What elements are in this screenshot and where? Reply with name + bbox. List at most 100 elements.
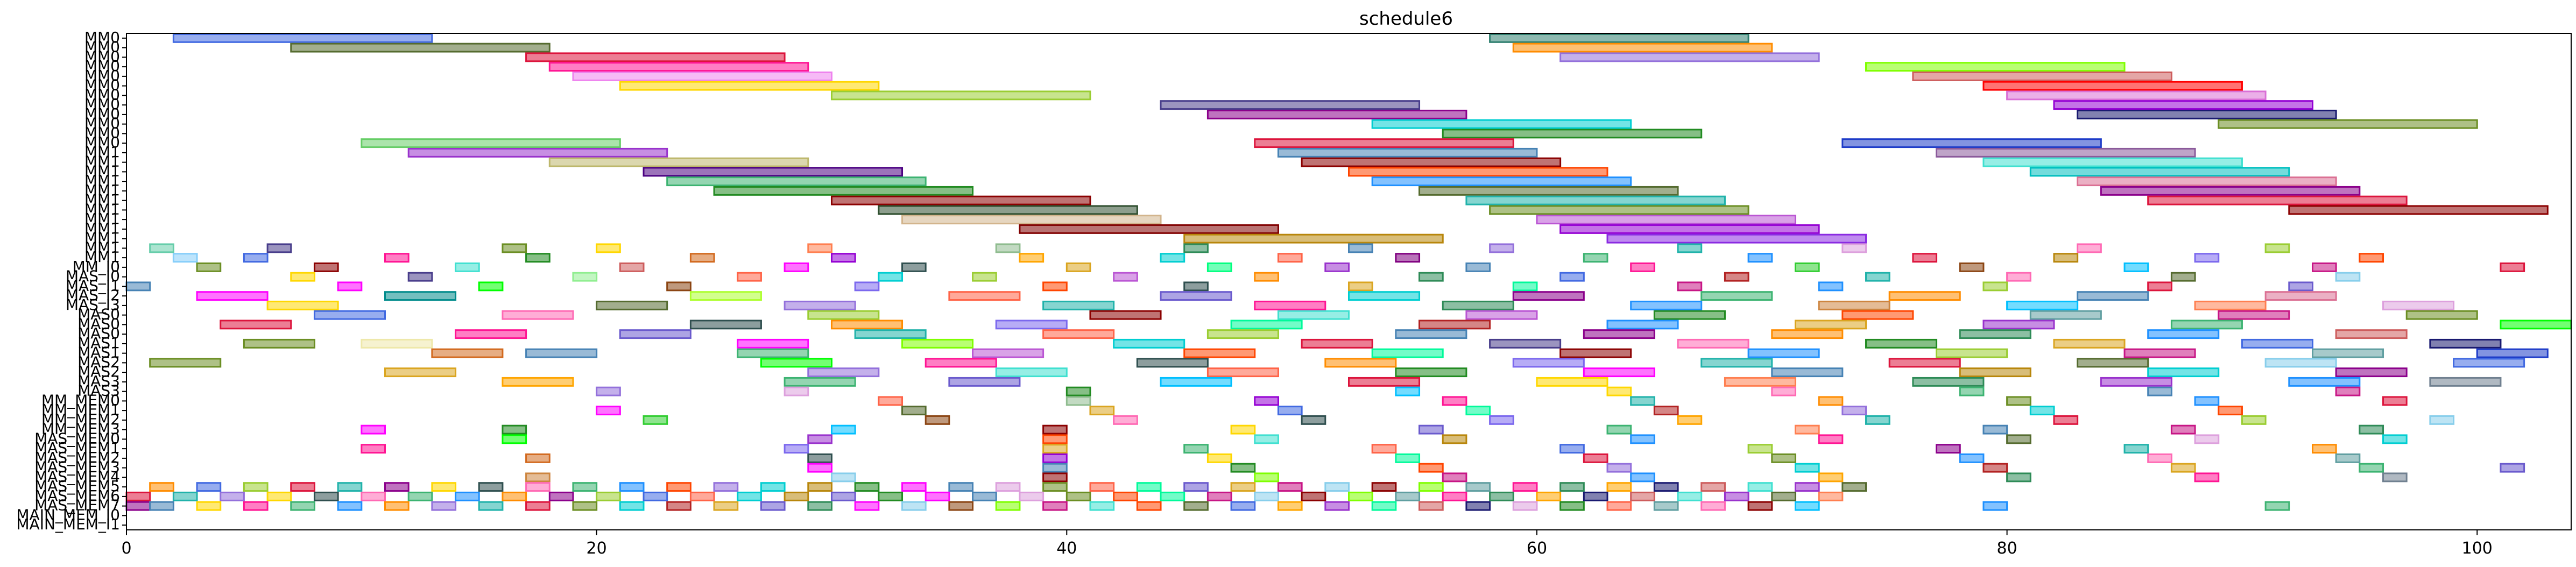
task-bar [830, 195, 1091, 205]
task-bar [2170, 320, 2243, 330]
task-bar [361, 138, 621, 148]
task-bar [643, 415, 668, 425]
task-bar [1418, 186, 1679, 196]
task-bar [784, 300, 856, 310]
task-bar [407, 272, 433, 282]
task-bar [361, 424, 386, 435]
task-bar [1818, 396, 1844, 406]
task-bar [2288, 205, 2549, 215]
task-bar [125, 501, 151, 511]
task-bar [290, 42, 551, 53]
task-bar [290, 272, 315, 282]
task-bar [1254, 396, 1279, 406]
task-bar [548, 62, 809, 72]
y-tick-label: MM1 [84, 229, 120, 247]
task-bar [1324, 501, 1350, 511]
task-bar [502, 491, 527, 501]
y-tick-label: MAS2 [77, 363, 120, 380]
task-bar [1019, 224, 1279, 234]
task-bar [1630, 300, 1703, 310]
task-bar [455, 262, 480, 272]
task-bar [196, 482, 222, 492]
task-bar [948, 377, 1021, 387]
task-bar [1536, 491, 1562, 501]
task-bar [384, 501, 410, 511]
task-bar [737, 272, 762, 282]
task-bar [737, 491, 762, 501]
task-bar [760, 482, 786, 492]
task-bar [2053, 415, 2079, 425]
task-bar [2194, 253, 2220, 263]
y-tick-label: MM0 [84, 105, 120, 123]
task-bar [1254, 272, 1279, 282]
task-bar [666, 482, 691, 492]
task-bar [1113, 491, 1138, 501]
y-tick-label: MM1 [84, 248, 120, 266]
task-bar [1277, 406, 1303, 416]
task-bar [2429, 338, 2502, 349]
task-bar [737, 338, 809, 349]
task-bar [2264, 501, 2290, 511]
y-axis: MM0MM0MM0MM0MM0MM0MM0MM0MM0MM0MM0MM0MM1M… [16, 29, 126, 533]
task-bar [1841, 243, 1867, 253]
task-bar [689, 491, 715, 501]
task-bar [924, 358, 997, 368]
task-bar [1465, 262, 1491, 272]
task-bar [2170, 272, 2196, 282]
task-bar [1841, 406, 1867, 416]
y-tick-label: MM1 [84, 219, 120, 237]
task-bar [149, 501, 174, 511]
task-bar [1512, 482, 1538, 492]
task-bar [1371, 176, 1632, 187]
task-bar [313, 491, 339, 501]
y-tick-label: MM0 [84, 67, 120, 84]
task-bar [1747, 253, 1773, 263]
task-bar [1371, 482, 1397, 492]
task-bar [807, 463, 832, 473]
task-bar [196, 262, 222, 272]
task-bar [2335, 367, 2408, 378]
task-bar [1065, 386, 1091, 396]
task-bar [2382, 300, 2455, 310]
task-bar [1982, 424, 2008, 435]
task-bar [431, 482, 457, 492]
task-bar [384, 253, 410, 263]
task-bar [1559, 272, 1585, 282]
task-bar [1418, 424, 1444, 435]
task-bar [1794, 424, 1820, 435]
task-bar [784, 386, 809, 396]
task-bar [266, 300, 339, 310]
task-bar [1630, 396, 1655, 406]
task-bar [313, 310, 386, 320]
task-bar [2077, 291, 2149, 301]
y-tick-label: MAS0 [77, 315, 120, 332]
task-bar [1395, 386, 1421, 396]
task-bar [243, 338, 315, 349]
task-bar [1700, 482, 1726, 492]
task-bar [2429, 415, 2455, 425]
task-bar [2194, 434, 2220, 444]
y-tick-label: MAS_I2 [66, 286, 120, 304]
x-tick-label: 0 [121, 539, 131, 558]
task-bar [1888, 291, 1961, 301]
y-tick-label: MM_MEM3 [41, 420, 120, 438]
x-tick-label: 100 [2462, 539, 2493, 558]
y-tick-label: MAIN_MEM_I1 [16, 515, 120, 533]
task-bar [1113, 415, 1138, 425]
task-bar [1442, 396, 1467, 406]
task-bar [807, 310, 880, 320]
task-bar [1395, 491, 1421, 501]
task-bar [1982, 320, 2055, 330]
task-bar [1653, 482, 1679, 492]
task-bar [713, 186, 974, 196]
task-bar [972, 272, 997, 282]
task-bar [2311, 348, 2384, 358]
task-bar [1183, 281, 1209, 292]
task-bar [1042, 424, 1068, 435]
y-tick-label: MAS_MEM3 [34, 458, 120, 476]
task-bar [1465, 501, 1491, 511]
task-bar [1583, 491, 1608, 501]
task-bar [1324, 358, 1397, 368]
task-bar [2288, 377, 2361, 387]
task-bar [2029, 310, 2102, 320]
